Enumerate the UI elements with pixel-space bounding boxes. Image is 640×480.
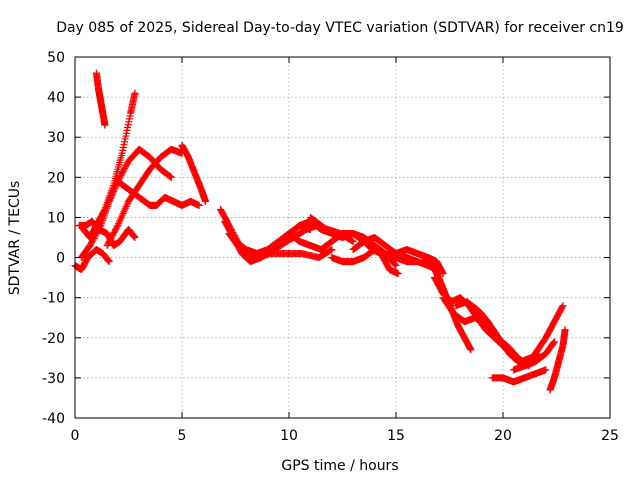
data-point [102,208,110,216]
data-point [105,258,113,266]
data-point [100,211,108,219]
series-track-12 [232,217,336,258]
data-point [119,209,127,217]
x-axis-ticks: 0 5 10 15 20 25 [71,57,619,444]
y-tick-label: -40 [42,411,65,427]
y-tick-label: -10 [42,291,65,307]
data-point [467,346,475,354]
data-point [102,206,110,214]
data-point [202,197,210,205]
y-tick-label: -20 [42,331,65,347]
y-tick-label: 40 [47,90,65,106]
data-point [392,262,400,270]
data-point [542,366,550,374]
y-tick-label: -30 [42,371,65,387]
data-point [99,216,107,224]
data-point [101,209,109,217]
x-tick-label: 10 [280,428,298,444]
y-axis-label: SDTVAR / TECUs [7,181,23,296]
data-point [117,215,125,223]
data-point [549,340,557,348]
data-point [121,206,129,214]
data-point [131,89,139,97]
y-tick-label: 10 [47,210,65,226]
series-track-24 [510,302,567,374]
data-point [121,204,129,212]
series-track-01 [92,69,109,129]
data-point [115,220,123,228]
data-point [349,238,357,246]
x-tick-label: 25 [601,428,619,444]
data-point [123,201,131,209]
x-tick-label: 0 [71,428,80,444]
data-point [558,303,566,311]
grid-lines [75,57,610,418]
data-point [167,173,175,181]
data-point [97,221,105,229]
series-track-22 [467,302,558,370]
y-axis-ticks: -40 -30 -20 -10 0 10 20 30 40 50 [42,50,610,427]
series-track-07 [114,177,203,209]
x-tick-label: 15 [387,428,405,444]
data-point [118,213,126,221]
data-point [104,201,112,209]
data-point [103,204,111,212]
data-point [118,211,126,219]
series-track-03 [71,246,113,274]
series-track-25 [546,326,569,394]
data-point [561,326,569,334]
x-tick-label: 20 [494,428,512,444]
data-point [390,260,398,268]
data-point [439,270,447,278]
data-points [71,69,569,394]
data-point [391,261,399,269]
data-point [328,246,336,254]
data-point [550,339,558,347]
data-point [550,338,558,346]
y-tick-label: 0 [56,251,65,267]
data-point [114,221,122,229]
x-axis-label: GPS time / hours [281,458,398,474]
y-tick-label: 30 [47,130,65,146]
data-point [116,216,124,224]
data-point [103,203,111,211]
data-point [99,215,107,223]
data-point [100,213,108,221]
x-tick-label: 5 [178,428,187,444]
series-track-05 [77,145,175,262]
plot-frame [74,56,611,419]
data-point [105,199,113,207]
data-point [120,208,128,216]
data-point [97,220,105,228]
data-point [394,270,402,278]
series-track-08 [178,141,210,205]
data-point [115,218,123,226]
chart-title: Day 085 of 2025, Sidereal Day-to-day VTE… [56,20,624,36]
y-tick-label: 50 [47,50,65,66]
series-track-06 [103,145,186,250]
data-point [101,121,109,129]
data-point [113,223,121,231]
series-track-23 [488,366,550,386]
data-point [131,234,139,241]
data-point [98,218,106,226]
data-point [559,302,567,310]
y-tick-label: 20 [47,170,65,186]
data-point [96,223,104,231]
data-point [195,201,203,209]
data-point [122,203,130,211]
